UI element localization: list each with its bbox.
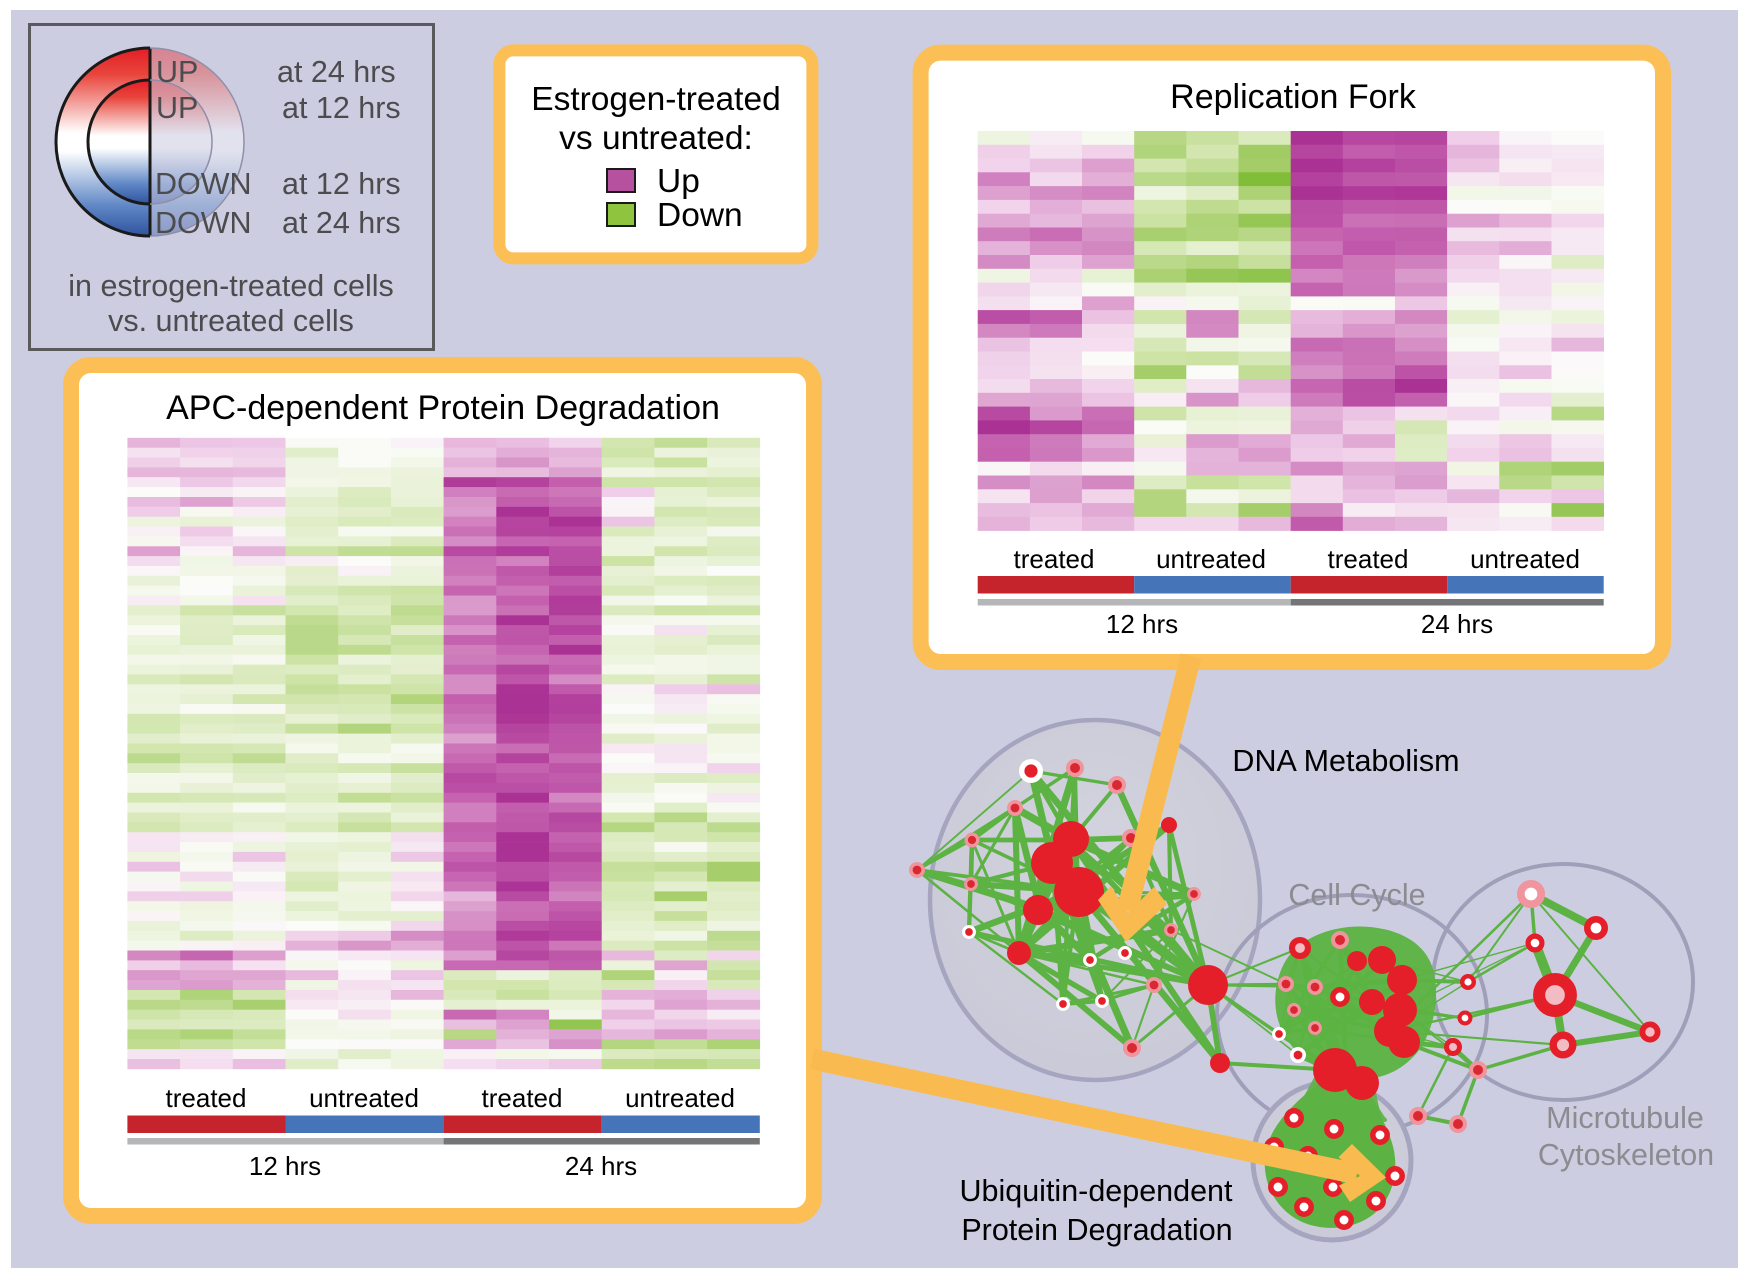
svg-text:at 24 hrs: at 24 hrs [282, 206, 401, 240]
svg-text:untreated: untreated [1156, 544, 1266, 574]
svg-text:Ubiquitin-dependent: Ubiquitin-dependent [959, 1174, 1233, 1208]
svg-text:treated: treated [1014, 544, 1095, 574]
svg-text:Estrogen-treated: Estrogen-treated [531, 81, 781, 118]
svg-text:untreated: untreated [1470, 544, 1580, 574]
svg-text:untreated: untreated [625, 1083, 735, 1113]
svg-text:at 12 hrs: at 12 hrs [282, 167, 401, 201]
svg-text:vs. untreated cells: vs. untreated cells [108, 304, 354, 338]
svg-text:Down: Down [657, 197, 743, 234]
svg-text:DOWN: DOWN [155, 167, 252, 201]
svg-text:Up: Up [657, 163, 700, 200]
svg-text:Replication Fork: Replication Fork [1170, 78, 1417, 116]
svg-text:treated: treated [1328, 544, 1409, 574]
svg-text:DOWN: DOWN [155, 206, 252, 240]
svg-text:vs untreated:: vs untreated: [559, 120, 753, 157]
svg-text:at 12 hrs: at 12 hrs [282, 91, 401, 125]
svg-text:UP: UP [156, 55, 198, 89]
svg-text:in estrogen-treated cells: in estrogen-treated cells [68, 269, 394, 303]
svg-text:12 hrs: 12 hrs [249, 1151, 321, 1181]
svg-text:Protein Degradation: Protein Degradation [961, 1213, 1232, 1247]
svg-text:12 hrs: 12 hrs [1106, 609, 1178, 639]
svg-text:Cytoskeleton: Cytoskeleton [1538, 1138, 1714, 1172]
svg-text:treated: treated [166, 1083, 247, 1113]
svg-text:24 hrs: 24 hrs [565, 1151, 637, 1181]
svg-text:at 24 hrs: at 24 hrs [277, 55, 396, 89]
svg-text:UP: UP [156, 91, 198, 125]
svg-text:DNA Metabolism: DNA Metabolism [1232, 744, 1459, 778]
svg-text:treated: treated [482, 1083, 563, 1113]
svg-text:Cell Cycle: Cell Cycle [1288, 878, 1425, 912]
svg-text:untreated: untreated [309, 1083, 419, 1113]
svg-text:APC-dependent Protein Degradat: APC-dependent Protein Degradation [166, 389, 720, 427]
svg-text:Microtubule: Microtubule [1546, 1101, 1704, 1135]
svg-text:24 hrs: 24 hrs [1421, 609, 1493, 639]
